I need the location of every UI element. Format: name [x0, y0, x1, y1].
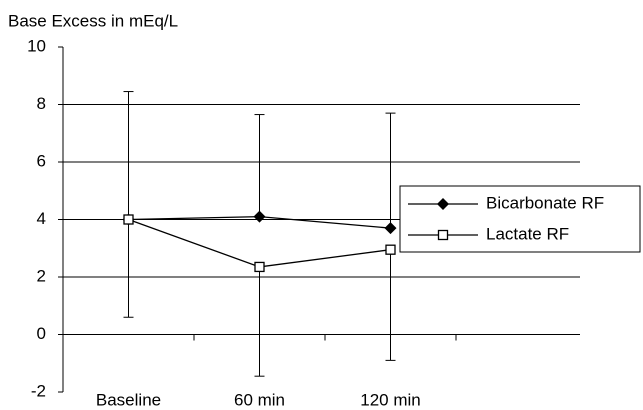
point — [385, 244, 396, 255]
y-axis-label: Base Excess in mEq/L — [8, 11, 178, 30]
y-tick-label: -2 — [31, 381, 46, 400]
point — [254, 261, 265, 273]
point — [384, 222, 397, 235]
point — [253, 210, 266, 223]
legend-box — [399, 185, 641, 253]
series-line — [128, 218, 391, 268]
point — [123, 214, 134, 225]
legend-marker — [437, 229, 449, 241]
y-tick-label: 10 — [27, 36, 46, 55]
y-tick-label: 4 — [37, 209, 46, 228]
x-tick-label: 60 min — [234, 390, 285, 409]
legend-marker — [437, 198, 449, 210]
x-tick-label: 120 min — [360, 390, 420, 409]
legend-label: Bicarbonate RF — [486, 193, 604, 212]
y-tick-label: 8 — [37, 94, 46, 113]
y-tick-label: 0 — [37, 324, 46, 343]
y-tick-label: 6 — [37, 151, 46, 170]
x-tick-label: Baseline — [96, 390, 161, 409]
legend-label: Lactate RF — [486, 224, 569, 243]
y-tick-label: 2 — [37, 266, 46, 285]
